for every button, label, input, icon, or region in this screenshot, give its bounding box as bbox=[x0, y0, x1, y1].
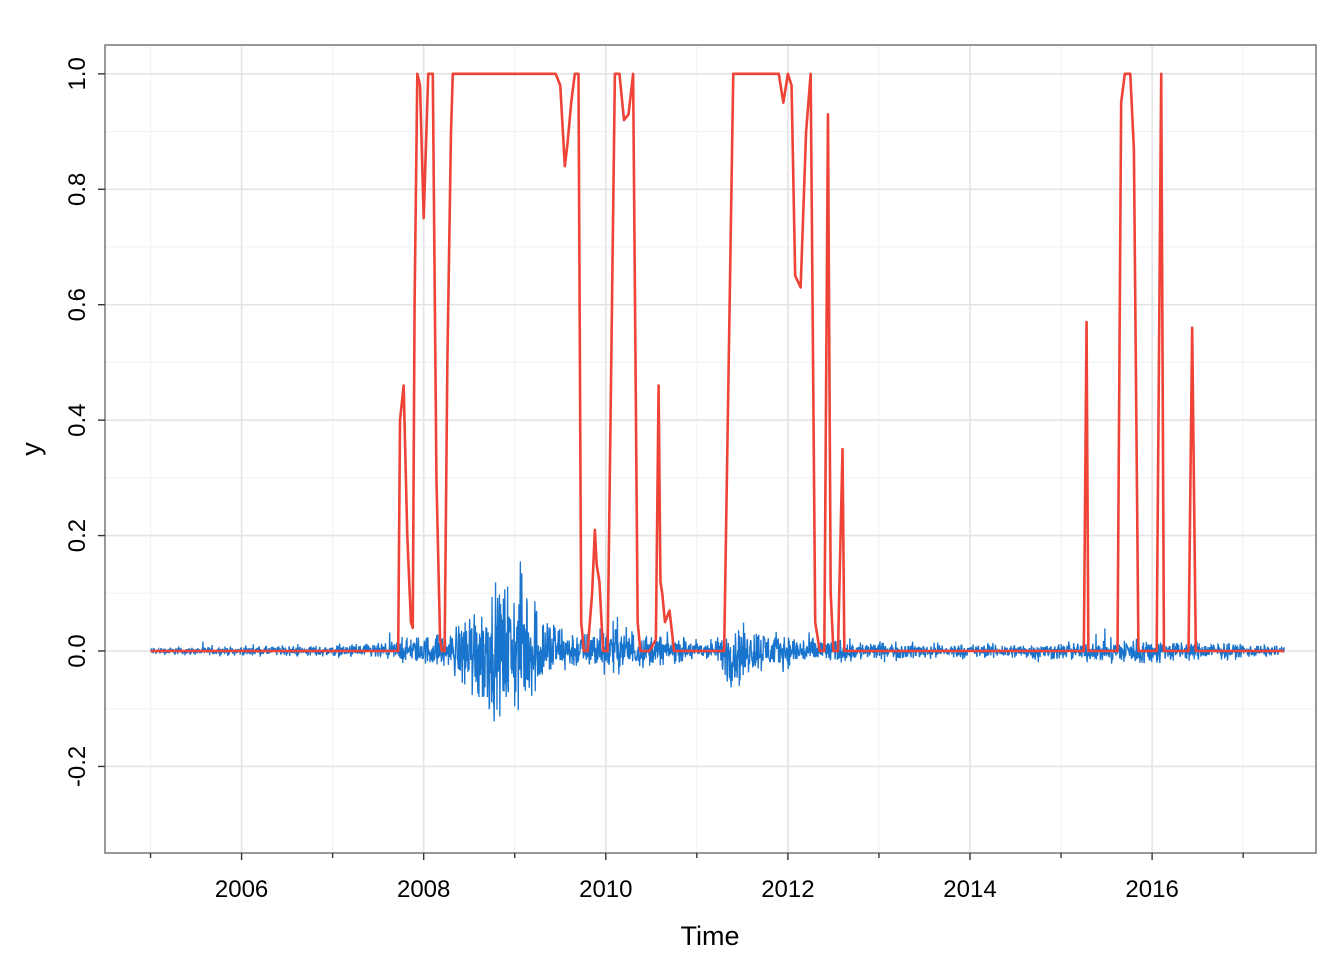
x-tick-label: 2016 bbox=[1125, 876, 1178, 903]
y-tick-label: 0.0 bbox=[64, 634, 91, 667]
x-tick-label: 2012 bbox=[761, 876, 814, 903]
y-tick-label: 1.0 bbox=[64, 57, 91, 90]
y-axis-ticks: -0.2 0.0 0.2 0.4 0.6 0.8 1.0 bbox=[64, 57, 105, 787]
x-tick-label: 2008 bbox=[397, 876, 450, 903]
x-tick-label: 2006 bbox=[215, 876, 268, 903]
x-tick-label: 2010 bbox=[579, 876, 632, 903]
minor-gridlines bbox=[105, 45, 1316, 853]
panel-border bbox=[104, 44, 1317, 854]
returns-series-line bbox=[150, 561, 1285, 722]
y-tick-label: -0.2 bbox=[64, 746, 91, 787]
series-layer bbox=[150, 72, 1285, 722]
y-tick-label: 0.6 bbox=[64, 288, 91, 321]
x-axis-title: Time bbox=[681, 921, 740, 951]
y-axis-title: y bbox=[16, 442, 46, 456]
y-tick-label: 0.2 bbox=[64, 519, 91, 552]
x-tick-label: 2014 bbox=[943, 876, 996, 903]
y-tick-label: 0.4 bbox=[64, 403, 91, 436]
x-axis-ticks: 2006 2008 2010 2012 2014 2016 bbox=[149, 853, 1244, 903]
y-tick-label: 0.8 bbox=[64, 173, 91, 206]
probability-series-line bbox=[150, 72, 1285, 653]
